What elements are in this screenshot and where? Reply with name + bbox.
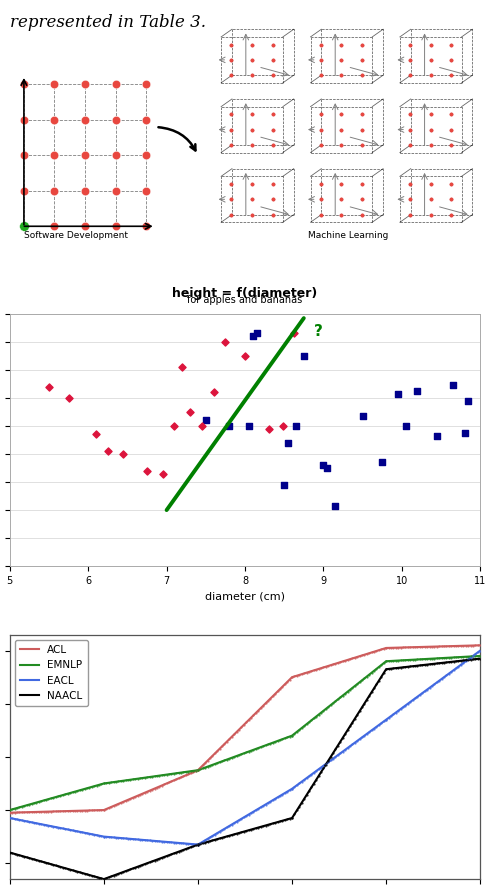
apple bbox=[202, 413, 210, 427]
Line: NAACL: NAACL bbox=[10, 659, 480, 879]
apple bbox=[465, 393, 472, 408]
banana bbox=[210, 385, 218, 400]
X-axis label: diameter (cm): diameter (cm) bbox=[205, 591, 285, 601]
apple bbox=[253, 326, 261, 340]
banana bbox=[45, 379, 53, 393]
EMNLP bbox=[383, 656, 389, 667]
EACL bbox=[195, 839, 201, 850]
banana bbox=[171, 419, 178, 433]
Line: EACL: EACL bbox=[10, 651, 480, 844]
NAACL bbox=[195, 839, 201, 850]
EACL bbox=[101, 831, 107, 842]
apple bbox=[323, 461, 331, 475]
apple bbox=[433, 429, 441, 443]
banana bbox=[178, 360, 186, 374]
NAACL bbox=[289, 813, 295, 823]
Legend: ACL, EMNLP, EACL, NAACL: ACL, EMNLP, EACL, NAACL bbox=[15, 640, 88, 706]
banana bbox=[241, 349, 249, 363]
ACL bbox=[289, 672, 295, 683]
EMNLP bbox=[101, 778, 107, 789]
banana bbox=[186, 405, 194, 419]
banana bbox=[92, 427, 100, 441]
Line: ACL: ACL bbox=[10, 646, 480, 813]
NAACL bbox=[7, 847, 13, 858]
banana bbox=[279, 419, 287, 433]
apple bbox=[378, 456, 386, 470]
ACL bbox=[477, 640, 483, 651]
ACL bbox=[195, 765, 201, 775]
EACL bbox=[7, 813, 13, 823]
NAACL bbox=[477, 654, 483, 664]
EMNLP bbox=[195, 765, 201, 775]
Text: Machine Learning: Machine Learning bbox=[308, 232, 389, 241]
Legend: apple, banana: apple, banana bbox=[485, 313, 490, 343]
Text: for apples and bananas: for apples and bananas bbox=[187, 295, 303, 305]
apple bbox=[225, 419, 233, 433]
banana bbox=[198, 419, 206, 433]
EMNLP bbox=[7, 805, 13, 815]
banana bbox=[143, 464, 151, 478]
apple bbox=[414, 384, 421, 398]
apple bbox=[300, 349, 308, 363]
apple bbox=[249, 329, 257, 343]
banana bbox=[290, 326, 297, 340]
apple bbox=[245, 419, 253, 433]
ACL bbox=[7, 807, 13, 818]
apple bbox=[402, 419, 410, 433]
apple bbox=[331, 498, 339, 512]
NAACL bbox=[101, 874, 107, 884]
ACL bbox=[383, 643, 389, 654]
banana bbox=[104, 444, 112, 458]
banana bbox=[65, 391, 73, 405]
Text: ?: ? bbox=[314, 324, 323, 339]
apple bbox=[284, 436, 292, 450]
banana bbox=[221, 335, 229, 349]
EMNLP bbox=[289, 730, 295, 741]
Text: Software Development: Software Development bbox=[24, 232, 128, 241]
banana bbox=[120, 447, 127, 461]
Line: EMNLP: EMNLP bbox=[10, 656, 480, 810]
apple bbox=[319, 458, 327, 472]
Title: height = f(diameter): height = f(diameter) bbox=[172, 287, 318, 300]
apple bbox=[292, 419, 300, 433]
apple bbox=[280, 478, 288, 492]
EMNLP bbox=[477, 651, 483, 662]
banana bbox=[265, 422, 272, 436]
Text: represented in Table 3.: represented in Table 3. bbox=[10, 13, 206, 30]
apple bbox=[461, 425, 468, 440]
apple bbox=[394, 387, 402, 401]
banana bbox=[159, 466, 167, 480]
apple bbox=[449, 378, 457, 392]
ACL bbox=[101, 805, 107, 815]
apple bbox=[359, 408, 367, 423]
EACL bbox=[383, 714, 389, 725]
EACL bbox=[289, 783, 295, 794]
EACL bbox=[477, 646, 483, 656]
NAACL bbox=[383, 664, 389, 675]
